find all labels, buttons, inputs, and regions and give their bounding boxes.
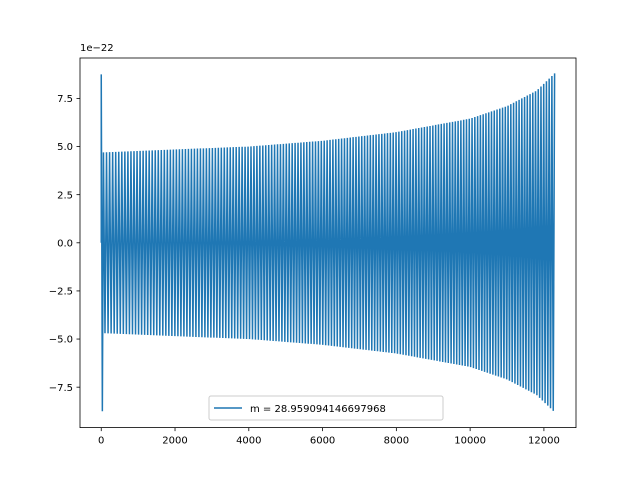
plot-area bbox=[79, 57, 577, 429]
x-tick-label: 2000 bbox=[162, 436, 187, 447]
x-tick-label: 10000 bbox=[454, 436, 486, 447]
x-axis: 0 2000 4000 6000 8000 10000 12000 bbox=[98, 427, 560, 447]
y-tick-label: 0.0 bbox=[57, 238, 73, 249]
y-tick-label: 7.5 bbox=[57, 94, 73, 105]
x-tick-label: 6000 bbox=[310, 436, 335, 447]
x-tick-label: 0 bbox=[98, 436, 104, 447]
legend-label: m = 28.959094146697968 bbox=[250, 404, 386, 415]
y-tick-label: −5.0 bbox=[49, 335, 73, 346]
y-axis: 7.5 5.0 2.5 0.0 −2.5 −5.0 −7.5 bbox=[49, 94, 80, 394]
x-tick-label: 12000 bbox=[528, 436, 560, 447]
y-tick-label: −7.5 bbox=[49, 383, 73, 394]
y-tick-label: −2.5 bbox=[49, 287, 73, 298]
x-tick-label: 8000 bbox=[384, 436, 409, 447]
y-tick-label: 5.0 bbox=[57, 142, 73, 153]
legend-box bbox=[208, 395, 444, 421]
x-tick-label: 4000 bbox=[236, 436, 261, 447]
legend: m = 28.959094146697968 bbox=[208, 395, 444, 421]
series-line bbox=[100, 73, 556, 412]
y-tick-label: 2.5 bbox=[57, 190, 73, 201]
y-offset-label: 1e−22 bbox=[80, 43, 114, 54]
